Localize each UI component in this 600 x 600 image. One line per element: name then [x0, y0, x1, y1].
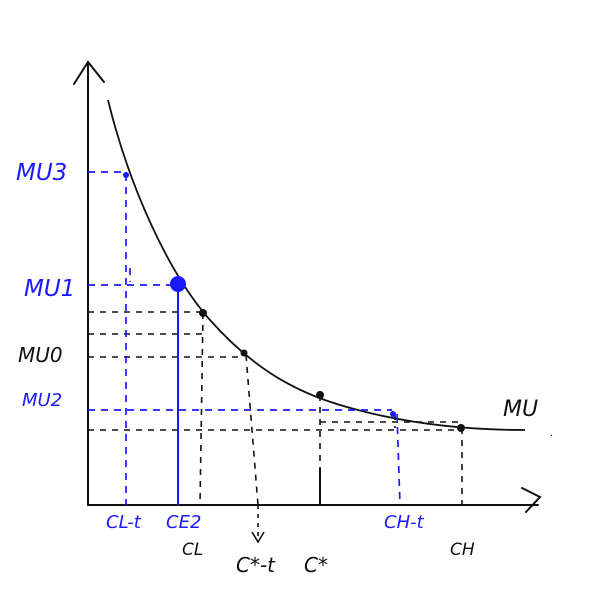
cstar-point: [316, 391, 324, 399]
tick-mark: .: [550, 425, 553, 439]
ch-point: [457, 424, 465, 432]
cstar-label: C*: [304, 553, 328, 577]
black-dashed-guides: [88, 311, 463, 506]
mu2-label: MU2: [22, 390, 62, 411]
mu3-label: MU3: [16, 160, 67, 186]
ce2-label: CE2: [166, 512, 201, 533]
cstar-minus-t-vertical: [245, 354, 259, 506]
cl-vertical: [199, 312, 204, 506]
ch-minus-t-vertical: [396, 413, 401, 506]
cl-point: [199, 309, 207, 317]
y-axis-arrowhead: [73, 60, 105, 85]
cstar-minus-t-arrowhead: [251, 531, 265, 544]
mu3-point: [123, 172, 129, 178]
mu-curve: [107, 99, 526, 431]
blue-dashed-guides: [88, 171, 401, 506]
curve-points: [123, 172, 465, 432]
axes: [73, 60, 542, 513]
cstar-minus-t-point: [240, 349, 248, 357]
mu1-label: MU1: [24, 276, 75, 302]
ch-minus-t-point: [390, 411, 396, 417]
mu-curve-label: MU: [503, 397, 538, 422]
ch-label: CH: [450, 540, 475, 560]
cstar-minus-t-label: C*-t: [236, 553, 276, 577]
cl-minus-t-label: CL-t: [106, 512, 142, 533]
ch-minus-t-label: CH-t: [384, 512, 425, 533]
mu0-label: MU0: [18, 343, 63, 367]
cl-label: CL: [182, 540, 203, 560]
ce2-point: [170, 276, 186, 292]
x-axis-arrowhead: [521, 487, 542, 513]
